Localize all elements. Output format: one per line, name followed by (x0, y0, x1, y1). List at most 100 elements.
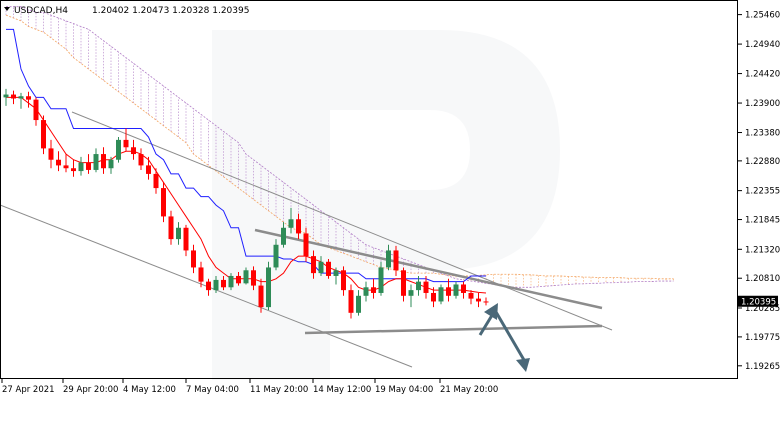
candle-body (168, 216, 174, 240)
candle-body (416, 281, 421, 291)
candle-body (461, 284, 466, 293)
candle (86, 154, 91, 174)
senkou-span-b (6, 6, 674, 288)
candle-body (483, 301, 489, 303)
candle-body (311, 256, 316, 274)
candle-body (228, 275, 234, 288)
candle-body (251, 270, 256, 286)
candle-body (33, 99, 39, 121)
candle-body (341, 270, 346, 291)
candle-body (243, 270, 249, 284)
candle (33, 97, 39, 126)
candle (56, 151, 61, 172)
candle (303, 227, 309, 262)
candle-body (146, 165, 151, 174)
ohlc-values: 1.20402 1.20473 1.20328 1.20395 (92, 6, 249, 16)
candle (296, 213, 301, 240)
candle-body (363, 287, 369, 296)
price-tick-label: 1.24420 (745, 70, 780, 80)
candle-body (356, 295, 361, 313)
candle-body (26, 96, 31, 100)
candle (153, 168, 159, 194)
candle (48, 139, 54, 169)
candle (333, 267, 339, 285)
candle (18, 92, 24, 109)
candle-body (296, 219, 301, 234)
candle (146, 156, 151, 180)
candle-body (63, 165, 69, 169)
ichimoku-cloud (5, 6, 674, 288)
candle-body (386, 250, 391, 268)
price-axis: 1.25460 1.24940 1.24420 1.23900 1.23380 1.228… (738, 11, 780, 372)
triangle-lower-line (304, 324, 603, 335)
dropdown-triangle-icon[interactable] (4, 7, 10, 11)
candle-body (71, 168, 76, 172)
candle (318, 256, 324, 276)
price-tick-label: 1.22880 (745, 157, 780, 167)
candle (311, 250, 316, 279)
symbol-label: USDCAD,H4 (14, 6, 68, 16)
candle-body (446, 287, 451, 296)
current-price-label: 1.20395 (741, 298, 776, 308)
candle-body (288, 219, 294, 228)
candlesticks (3, 88, 489, 319)
candle (198, 261, 204, 288)
candle (386, 244, 391, 271)
candle (356, 290, 361, 316)
candle (266, 261, 271, 310)
candle-body (101, 154, 106, 169)
candle (191, 244, 196, 274)
candle (236, 271, 241, 286)
candle (93, 148, 99, 173)
candle (423, 275, 429, 299)
candle (183, 224, 189, 257)
candle (461, 281, 466, 299)
candle-body (476, 298, 481, 302)
candle (168, 210, 174, 245)
candle (288, 207, 294, 234)
candle (371, 278, 376, 299)
candle (348, 284, 354, 319)
candle-body (393, 250, 399, 271)
candle-body (378, 267, 384, 293)
candle-body (131, 147, 136, 155)
candle-body (48, 148, 54, 160)
forecast-arrows (478, 303, 530, 372)
candle (78, 156, 84, 176)
candle (11, 90, 16, 105)
price-tick-label: 1.20285 (745, 304, 780, 314)
candle-body (431, 292, 436, 302)
price-tick-label: 1.21845 (745, 216, 780, 226)
upper-channel-line (71, 111, 613, 331)
price-tick-label: 1.22355 (745, 187, 780, 197)
candle (108, 156, 114, 174)
candle (41, 115, 46, 155)
candle (393, 245, 399, 276)
candle (453, 281, 459, 299)
candle-body (236, 275, 241, 284)
price-tick-label: 1.23380 (745, 129, 780, 139)
senkou-span-a (5, 14, 674, 280)
plot-frame (0, 0, 738, 379)
time-tick-label: 27 Apr 2021 (2, 385, 55, 395)
candle-body (281, 227, 286, 245)
candle-body (116, 139, 121, 160)
candle-body (213, 279, 219, 291)
watermark-logo (212, 30, 560, 380)
candle (326, 258, 331, 279)
candle (3, 88, 9, 106)
candle-body (468, 292, 474, 299)
candle-body (56, 159, 61, 166)
arrow-up-head-icon (484, 303, 498, 320)
candle-body (423, 281, 429, 293)
candle-body (206, 281, 211, 291)
price-tick-label: 1.23900 (745, 99, 780, 109)
candle-body (453, 284, 459, 296)
candle-body (401, 270, 406, 296)
candle (176, 222, 181, 245)
candle (438, 284, 444, 305)
candle-body (266, 267, 271, 308)
time-tick-label: 21 May 20:00 (440, 385, 498, 395)
